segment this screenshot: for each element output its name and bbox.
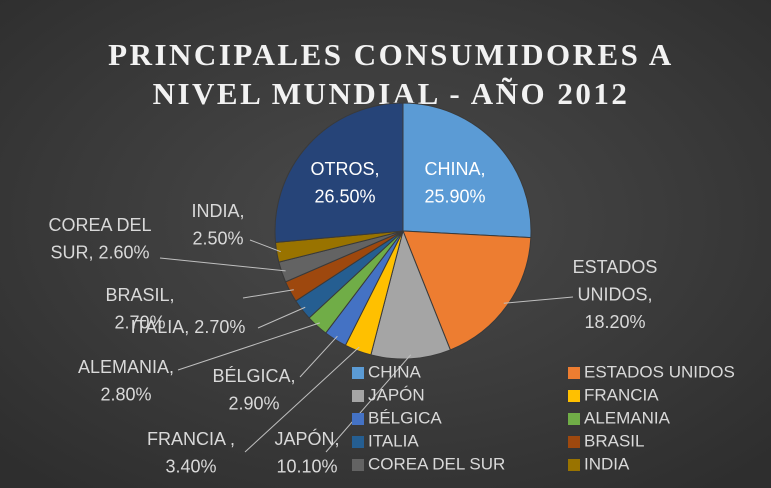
leader-line — [249, 239, 281, 253]
pie-slice — [370, 229, 452, 360]
leader-line — [257, 306, 306, 329]
data-label: JAPÓN, — [274, 428, 339, 449]
legend-label: COREA DEL SUR — [368, 454, 505, 473]
data-label: 25.90% — [424, 186, 485, 206]
data-label: 10.10% — [276, 456, 337, 476]
legend-label: INDIA — [584, 454, 630, 473]
legend-swatch — [352, 367, 364, 379]
legend-label: CHINA — [368, 362, 422, 381]
legend-label: BÉLGICA — [368, 408, 442, 427]
data-label: SUR, 2.60% — [50, 242, 149, 262]
legend-swatch — [568, 436, 580, 448]
leader-line — [177, 322, 320, 371]
leader-line — [244, 346, 360, 453]
leader-line — [503, 296, 574, 304]
data-label: ITALIA, 2.70% — [131, 317, 246, 337]
pie-slice — [274, 102, 404, 243]
data-label: FRANCIA , — [147, 429, 235, 449]
data-label: 2.70% — [114, 312, 165, 332]
legend-label: JAPÓN — [368, 385, 425, 404]
leader-line — [299, 335, 338, 378]
legend-label: ALEMANIA — [584, 408, 671, 427]
pie-slice — [402, 102, 532, 239]
legend-swatch — [568, 367, 580, 379]
data-label: 3.40% — [165, 456, 216, 476]
legend-label: FRANCIA — [584, 385, 659, 404]
legend-label: ESTADOS UNIDOS — [584, 362, 735, 381]
leader-line — [242, 289, 294, 299]
data-label: 2.90% — [228, 393, 279, 413]
legend-swatch — [352, 436, 364, 448]
data-label: 26.50% — [314, 186, 375, 206]
legend-swatch — [568, 459, 580, 471]
data-label: CHINA, — [424, 159, 485, 179]
data-label: BÉLGICA, — [212, 366, 295, 386]
data-label: COREA DEL — [48, 215, 151, 235]
data-label: 2.50% — [192, 228, 243, 248]
legend-swatch — [352, 413, 364, 425]
legend-swatch — [568, 413, 580, 425]
leader-line — [159, 257, 286, 272]
legend-label: ITALIA — [368, 431, 419, 450]
legend-label: BRASIL — [584, 431, 644, 450]
data-label: 18.20% — [584, 312, 645, 332]
data-label: OTROS, — [310, 159, 379, 179]
data-label: UNIDOS, — [577, 284, 652, 304]
legend-swatch — [352, 459, 364, 471]
leader-line — [325, 354, 412, 453]
data-label: ALEMANIA, — [78, 357, 174, 377]
data-label: 2.80% — [100, 384, 151, 404]
legend-swatch — [568, 390, 580, 402]
chart-title: PRINCIPALES CONSUMIDORES A — [108, 37, 674, 72]
pie-slice — [402, 230, 532, 351]
legend-swatch — [352, 390, 364, 402]
data-label: BRASIL, — [105, 285, 174, 305]
data-label: INDIA, — [191, 201, 244, 221]
data-label: ESTADOS — [573, 257, 658, 277]
